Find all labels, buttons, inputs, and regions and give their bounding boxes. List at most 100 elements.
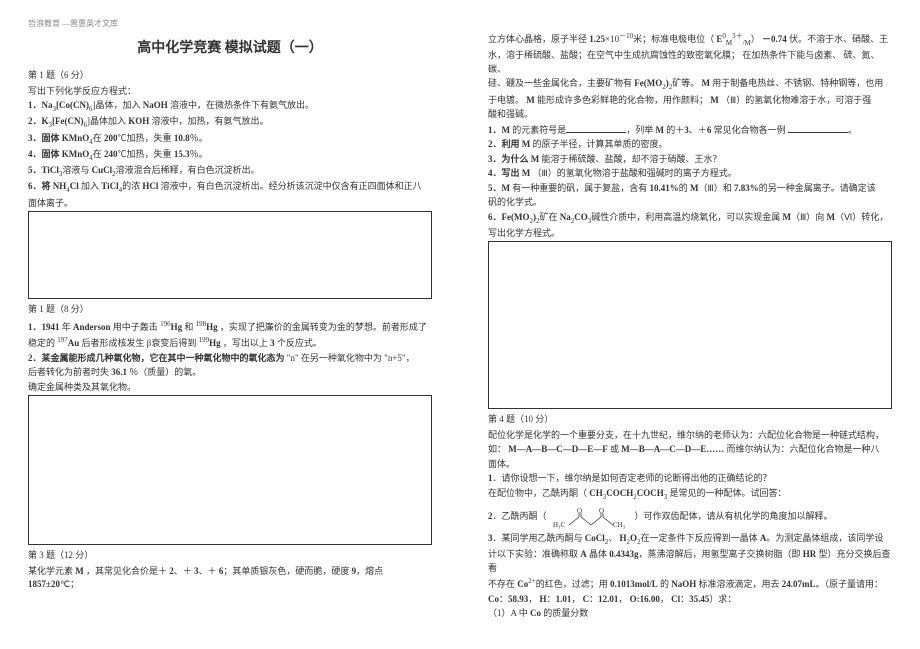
t: 在 — [93, 133, 102, 143]
sup: 197 — [57, 336, 68, 344]
t: 标准溶液滴定，用去 — [699, 579, 780, 589]
t: 在 — [93, 149, 102, 159]
t: M—A—B—C—D—E—F — [508, 444, 608, 454]
sup: －10 — [619, 32, 633, 40]
q1-item3: 3．固体 KMnO4在 200℃加热，失重 10.8％。 — [28, 132, 432, 147]
q2-p4: 后者转化为前者时失 36.1 ％（质量）的氧。 — [28, 366, 432, 380]
t: ， — [660, 594, 669, 604]
q2-p3: 2．某金属能形成几种氧化物，它在其中一种氧化物中的氧化态为 "n" 在另一种氧化… — [28, 352, 432, 366]
t: KOH — [128, 116, 149, 126]
t: NaOH — [671, 579, 696, 589]
t: 立方体心晶格，原子半径 — [488, 34, 587, 44]
t: 计以下实验：准确称取 — [488, 549, 578, 559]
t: 1．1941 — [28, 322, 60, 332]
t: 或 — [610, 444, 619, 454]
t: 加入 — [81, 181, 99, 191]
t: 而维尔纳认为：六配位化合物是一种八 — [727, 444, 880, 454]
t: 的＋ — [666, 125, 684, 135]
t: 的 — [679, 183, 688, 193]
r-q4: 4．写出 M （Ⅲ）的氢氧化物溶于盐酸和强碱时的离子方程式。 — [488, 167, 892, 181]
t: "n" — [287, 353, 299, 363]
t: M — [526, 95, 535, 105]
t: 5．TiCl — [28, 165, 59, 175]
q4-head: 第 4 题（10 分） — [488, 413, 892, 427]
t: 15.3 — [174, 149, 190, 159]
t: Hg — [206, 322, 218, 332]
blank — [788, 123, 848, 133]
t: 稳定的 — [28, 338, 55, 348]
doc-title: 高中化学竞赛 模拟试题（一） — [28, 38, 432, 59]
t: 。（原子量请用： — [816, 579, 884, 589]
t: β衰变后得到 — [147, 338, 197, 348]
r-t11: （1）A 中 Co 的质量分数 — [488, 607, 892, 621]
t: 后者形成核发生 — [82, 338, 145, 348]
t: 4．固体 — [28, 149, 60, 159]
t: ℃； — [60, 579, 79, 589]
t: ： — [589, 594, 598, 604]
r-q5b: 矾的化学式。 — [488, 196, 892, 210]
t: "n+5" — [384, 353, 405, 363]
q1-item2: 2．K3[Fe(CN)6]晶体加入 KOH 溶液中，加热，有氨气放出。 — [28, 115, 432, 130]
t: TiCl — [101, 181, 118, 191]
t: Co — [530, 608, 541, 618]
r-t10: Co：58.93， H：1.01， C：12.01， O:16.00， Cl：3… — [488, 593, 892, 607]
r-q2: 2．利用 M 的原子半径，计算其单质的密度。 — [488, 138, 892, 152]
t: ： — [547, 594, 556, 604]
sup: 196 — [160, 320, 171, 328]
q3-head: 第 3 题（12 分） — [28, 549, 432, 563]
t: 溶液中，在微热条件下有氨气放出。 — [170, 100, 314, 110]
t: Au — [68, 338, 80, 348]
t: （Ⅲ）的氢氧化物难溶于水，可溶于强 — [721, 95, 871, 105]
t: A — [580, 549, 587, 559]
t: NH — [53, 181, 67, 191]
t: 的 — [660, 579, 669, 589]
t: 200 — [104, 133, 118, 143]
r-q5: 5．M 有一种重要的矾，属于复盐，含有 10.41%的 M（Ⅲ）和 7.83%的… — [488, 182, 892, 196]
t: 1．Na — [28, 100, 53, 110]
q1-item4: 4．固体 KMnO4在 240℃加热，失重 15.3％。 — [28, 148, 432, 163]
t: O:16.00 — [630, 594, 660, 604]
t: ） — [751, 34, 760, 44]
t: 6．将 — [28, 181, 51, 191]
r-q1: 1．M 的元素符号是，列举 M 的＋3、＋6 常见化合物各一例 。 — [488, 123, 892, 138]
t: 米；标准电极电位（ — [633, 34, 714, 44]
t: Hg — [209, 338, 221, 348]
t: COCH — [606, 488, 633, 498]
q1-intro: 写出下列化学反应方程式： — [28, 85, 432, 99]
t: 、 — [608, 533, 617, 543]
q2-p2: 稳定的 197Au 后者形成核发生 β衰变后得到 199Hg ，写出以上 3 个… — [28, 335, 432, 351]
t: 2．某金属能形成几种氧化物，它在其中一种氧化物中的氧化态为 — [28, 353, 285, 363]
t: CO — [574, 212, 588, 222]
t: 晶体 — [589, 549, 607, 559]
r-p2: 水，溶于稀硫酸、盐酸；在空气中生成抗腐蚀性的致密氧化膜； 在加热条件下能与卤素、… — [488, 49, 892, 76]
right-column: 立方体心晶格，原子半径 1.25×10－10米；标准电极电位（ E0M3＋/M）… — [460, 0, 920, 649]
answer-box-2 — [28, 395, 432, 545]
t: HR — [803, 549, 817, 559]
r-t8: 计以下实验：准确称取 A 晶体 0.4343g，蒸沸溶解后，用氢型离子交换树脂（… — [488, 548, 892, 575]
t: 在一定条件下反应得到一晶体 — [641, 533, 758, 543]
t: 不存在 — [488, 579, 515, 589]
t: ℃加热，失重 — [118, 149, 172, 159]
t: M — [783, 212, 792, 222]
t: 5．M — [488, 183, 510, 193]
t: M — [827, 212, 836, 222]
t: [Fe(CN) — [52, 116, 83, 126]
t: 10.8 — [174, 133, 190, 143]
t: 、＋ — [199, 566, 217, 576]
t: ；其单质银灰色，硬而脆，硬度 — [223, 566, 349, 576]
q3-l1: 某化学元素 M ，其常见化合价是＋ 2、＋ 3、＋ 6；其单质银灰色，硬而脆，硬… — [28, 565, 432, 592]
t: 的浓 — [122, 181, 140, 191]
t: （Ⅵ）转化， — [835, 212, 888, 222]
t: Anderson — [73, 322, 111, 332]
t: 矿等。 — [672, 78, 699, 88]
r-q6b: 写出化学方程式。 — [488, 227, 892, 241]
t: 的元素符号是 — [512, 125, 566, 135]
t: ．某同学用乙酰丙酮与 — [493, 533, 583, 543]
t: CH — [589, 488, 603, 498]
t: 在另一种氧化物中为 — [301, 353, 382, 363]
t: －0.74 — [762, 34, 787, 44]
r-t4: 1．请你设想一下，维尔纳是如何否定老师的论断得出他的正确结论的？ — [488, 472, 892, 486]
t: ）可作双齿配体，请从有机化学的角度加以解释。 — [635, 510, 833, 524]
t: 能溶于稀硫酸、盐酸，却不溶于硝酸、王水？ — [542, 154, 722, 164]
svg-text:CH₃: CH₃ — [613, 521, 626, 529]
